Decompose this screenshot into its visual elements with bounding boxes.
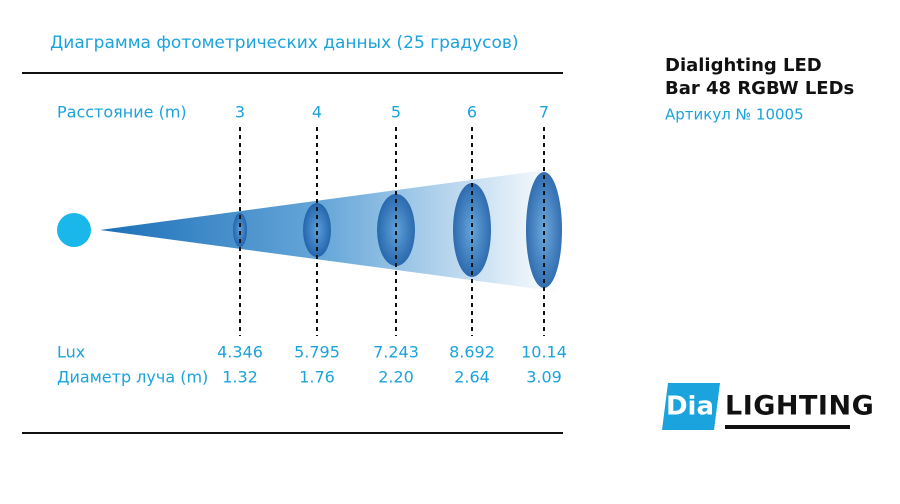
title: Диаграмма фотометрических данных (25 гра… — [50, 33, 519, 53]
logo-word: LIGHTING — [725, 391, 874, 422]
cell: 7.243 — [373, 343, 419, 362]
logo-underline — [725, 425, 850, 429]
columns: Расстояние (m) 3 4 5 6 7 Lux 4.346 5.795 7.243 8.6… — [57, 103, 567, 387]
article: Артикул № 10005 — [665, 106, 804, 124]
cell: 8.692 — [449, 343, 495, 362]
cell: 4 — [312, 103, 322, 122]
cell: 10.14 — [521, 343, 567, 362]
cell: 2.20 — [378, 368, 414, 387]
beam-section — [377, 194, 415, 266]
beam-section — [526, 172, 562, 288]
cell: 1.32 — [222, 368, 258, 387]
row-label: Lux — [57, 343, 85, 362]
row-label: Расстояние (m) — [57, 103, 187, 122]
product-name: Bar 48 RGBW LEDs — [665, 78, 854, 99]
beam-section — [303, 203, 331, 257]
cell: 3 — [235, 103, 245, 122]
product-name: Dialighting LED — [665, 55, 822, 76]
cell: 4.346 — [217, 343, 263, 362]
cell: 3.09 — [526, 368, 562, 387]
beam-sections — [233, 172, 562, 288]
cell: 5.795 — [294, 343, 340, 362]
row-label: Диаметр луча (m) — [57, 368, 208, 387]
cell: 6 — [467, 103, 477, 122]
cell: 2.64 — [454, 368, 490, 387]
cell: 5 — [391, 103, 401, 122]
beam-section — [453, 183, 491, 277]
cell: 1.76 — [299, 368, 335, 387]
logo: Dia LIGHTING — [662, 383, 874, 430]
logo-prefix: Dia — [666, 392, 714, 422]
cell: 7 — [539, 103, 549, 122]
light-source — [57, 213, 91, 247]
beam-section — [233, 213, 247, 247]
logo-box — [662, 383, 720, 430]
